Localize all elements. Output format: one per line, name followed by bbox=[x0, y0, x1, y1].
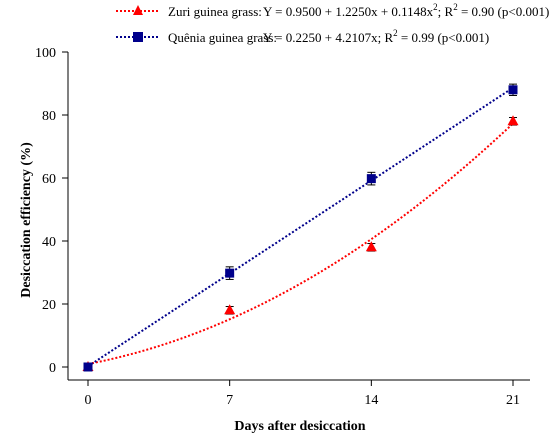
x-tick-label: 0 bbox=[85, 393, 92, 408]
data-point-square bbox=[83, 362, 93, 372]
y-tick-label: 80 bbox=[42, 109, 56, 124]
x-ticks: 0 7 14 21 bbox=[85, 380, 520, 408]
legend-entry-zuri: Zuri guinea grass: Y = 0.9500 + 1.2250x … bbox=[116, 2, 549, 19]
y-tick-label: 0 bbox=[49, 361, 56, 376]
y-tick-label: 100 bbox=[35, 46, 56, 61]
plot-area bbox=[82, 83, 519, 372]
x-tick-label: 7 bbox=[226, 393, 233, 408]
legend-entry-quenia: Quênia guinea grass: Y = 0.2250 + 4.2107… bbox=[116, 28, 489, 45]
x-tick-label: 21 bbox=[506, 393, 520, 408]
data-point-square bbox=[366, 174, 376, 184]
data-point-triangle bbox=[365, 241, 377, 252]
data-point-square bbox=[508, 85, 518, 95]
axes bbox=[67, 52, 530, 381]
data-point-square bbox=[225, 268, 235, 278]
y-axis-title: Desiccation efficiency (%) bbox=[19, 142, 34, 298]
legend-label-zuri: Zuri guinea grass: bbox=[168, 4, 262, 19]
legend-marker-zuri bbox=[133, 5, 143, 15]
legend: Zuri guinea grass: Y = 0.9500 + 1.2250x … bbox=[116, 2, 549, 45]
data-point-triangle bbox=[507, 115, 519, 126]
legend-equation-quenia: Y = 0.2250 + 4.2107x; R2 = 0.99 (p<0.001… bbox=[263, 28, 489, 45]
legend-label-quenia: Quênia guinea grass: bbox=[168, 30, 277, 45]
y-tick-label: 60 bbox=[42, 172, 56, 187]
fit-line-series-1 bbox=[87, 86, 514, 368]
legend-equation-zuri: Y = 0.9500 + 1.2250x + 0.1148x2; R2 = 0.… bbox=[263, 2, 549, 19]
x-axis-title: Days after desiccation bbox=[234, 419, 365, 434]
x-tick-label: 14 bbox=[364, 393, 378, 408]
legend-marker-quenia bbox=[133, 32, 143, 42]
fit-line-series-0 bbox=[87, 122, 514, 365]
data-point-triangle bbox=[224, 304, 236, 315]
y-tick-label: 20 bbox=[42, 298, 56, 313]
y-tick-label: 40 bbox=[42, 235, 56, 250]
y-ticks: 0 20 40 60 80 100 bbox=[35, 46, 68, 376]
